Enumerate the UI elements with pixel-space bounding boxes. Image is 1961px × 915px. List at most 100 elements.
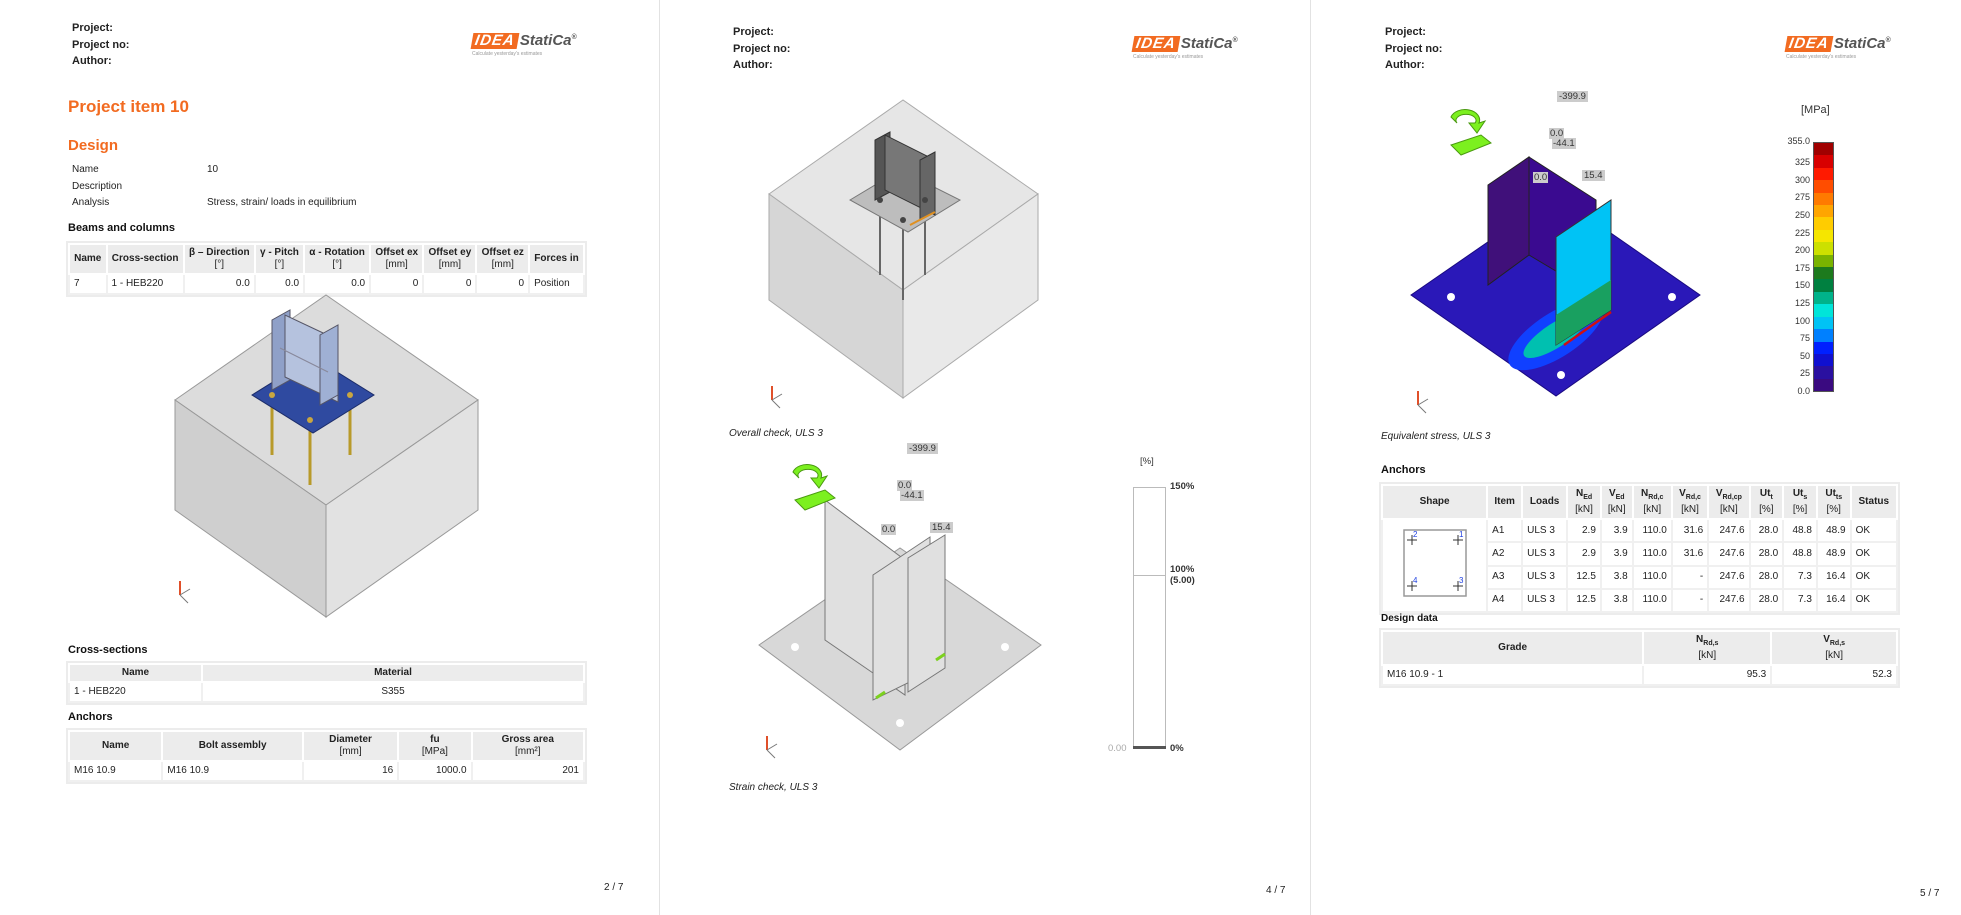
cell: 2.9 <box>1566 541 1602 567</box>
cell: A1 <box>1486 517 1524 544</box>
col-header-unit: [°] <box>214 259 225 270</box>
col-header: Offset ey [mm] <box>422 243 478 275</box>
project-label: Project: <box>1385 26 1426 38</box>
author-label: Author: <box>733 59 773 71</box>
anchor-mark <box>1452 535 1463 545</box>
logo-mark: IDEA <box>1131 35 1181 52</box>
cell: 0.0 <box>303 273 372 295</box>
author-label: Author: <box>1385 59 1425 71</box>
legend-tick: 325 <box>1794 157 1810 168</box>
strain-tick-0: 0% <box>1170 743 1184 754</box>
col-header: Shape <box>1380 484 1489 520</box>
strain-limit-line <box>1134 575 1165 576</box>
page-header: Project: Project no: Author: <box>733 24 790 74</box>
col-header-unit: [°] <box>274 259 285 270</box>
col-header: Material <box>201 663 585 683</box>
legend-color-band <box>1814 341 1833 354</box>
table-row: A2 ULS 3 2.9 3.9 110.0 31.6 247.6 28.0 48.8 48.9 O… <box>1382 541 1899 567</box>
col-header-label: Bolt assembly <box>198 740 267 751</box>
logo-tagline: Calculate yesterday's estimates <box>1133 54 1204 60</box>
col-header-label: Status <box>1858 496 1890 507</box>
cell: 52.3 <box>1770 664 1898 686</box>
anchor-mark <box>1452 581 1463 591</box>
column-plates <box>824 499 946 701</box>
legend-tick: 150 <box>1794 280 1810 291</box>
cell: OK <box>1849 564 1899 590</box>
cell: 1 - HEB220 <box>105 273 185 295</box>
col-header-subscript: Ed <box>1583 494 1593 501</box>
col-header-label: Forces in <box>534 253 579 264</box>
col-header-label: Item <box>1494 496 1515 507</box>
col-header: VEd [kN] <box>1599 484 1634 520</box>
col-header-label: Name <box>74 253 102 264</box>
column-heb220 <box>271 309 339 406</box>
legend-color-band <box>1814 291 1833 305</box>
report-page-4: Project: Project no: Author: IDEA StatiCa… <box>660 0 1310 915</box>
legend-color-band <box>1814 254 1833 268</box>
col-header-label: β – Direction <box>189 247 250 258</box>
legend-color-band <box>1814 143 1833 156</box>
cell: 7.3 <box>1782 564 1818 590</box>
col-header-label: V <box>1715 488 1723 499</box>
load-label-m2: 0.0 <box>1533 172 1549 183</box>
col-header: Offset ez [mm] <box>475 243 531 275</box>
col-header: Forces in <box>528 243 585 275</box>
logo-mark: IDEA <box>470 32 520 49</box>
table-row: M16 10.9 - 1 95.3 52.3 <box>1380 664 1898 686</box>
design-heading: Design <box>68 137 119 154</box>
caption-strain-check: Strain check, ULS 3 <box>729 782 818 793</box>
col-header: NEd [kN] <box>1566 484 1602 520</box>
col-header-subscript: Rd,c <box>1685 494 1701 501</box>
bolt-holes <box>1447 293 1676 379</box>
strain-tick-100-value: (5.00) <box>1170 575 1195 586</box>
col-header-unit: [kN] <box>1825 650 1843 661</box>
load-label-m1: 0.0 <box>1549 128 1565 139</box>
cell: 28.0 <box>1748 564 1785 590</box>
cell: 201 <box>470 760 586 782</box>
logo-tagline: Calculate yesterday's estimates <box>472 51 543 57</box>
report-page-2: Project: Project no: Author: IDEA StatiCa… <box>0 0 659 915</box>
stress-legend-ticks: 355.0 325 300 275 250 225 200 175 150 125 100 75 50 2… <box>1766 136 1810 396</box>
table-row: 1 - HEB220 S355 <box>68 681 585 703</box>
cell: 3.8 <box>1599 587 1634 614</box>
col-header-unit: [kN] <box>1719 504 1738 515</box>
weld-strain <box>875 652 946 700</box>
cell: 95.3 <box>1642 664 1773 686</box>
axis-triad-icon <box>179 581 191 604</box>
col-header: Utts [%] <box>1815 484 1852 520</box>
cell: - <box>1670 564 1710 590</box>
strain-check-view <box>758 464 1042 759</box>
axis-triad-icon <box>766 736 778 759</box>
col-header: Loads <box>1521 484 1569 520</box>
axis-triad-icon <box>1417 391 1429 414</box>
col-header-label: Ut <box>1759 488 1771 499</box>
cell: Position <box>528 273 585 295</box>
col-header: fu [MPa] <box>397 730 473 762</box>
cell: 0 <box>475 273 531 295</box>
col-header-label: Offset ez <box>481 247 524 258</box>
col-header-unit: [kN] <box>1643 504 1662 515</box>
logo-brand: StatiCa® <box>1181 35 1238 52</box>
legend-color-band <box>1814 205 1833 218</box>
strain-level-marker <box>1133 746 1166 749</box>
cross-sections-heading: Cross-sections <box>68 644 148 656</box>
col-header: Diameter [mm] <box>301 730 400 762</box>
equivalent-stress-view <box>1410 109 1701 414</box>
col-header-label: Cross-section <box>111 253 179 264</box>
page-header: Project: Project no: Author: <box>72 20 129 70</box>
legend-color-band <box>1814 279 1833 292</box>
load-label-n: -399.9 <box>907 443 938 454</box>
legend-tick: 250 <box>1794 209 1810 220</box>
stress-zone <box>1556 280 1611 345</box>
col-header: Gross area [mm²] <box>470 730 586 762</box>
idea-statica-logo: IDEA StatiCa® Calculate yesterday's estim… <box>1131 35 1243 65</box>
col-header-label: fu <box>430 734 440 745</box>
cell: 48.8 <box>1782 517 1818 544</box>
cell: OK <box>1849 517 1899 544</box>
col-header: Name <box>68 243 108 275</box>
load-label-v: -44.1 <box>1552 138 1576 149</box>
anchor-number: 3 <box>1459 576 1464 585</box>
col-header-subscript: Ed <box>1615 494 1625 501</box>
col-header-label: α - Rotation <box>309 247 365 258</box>
